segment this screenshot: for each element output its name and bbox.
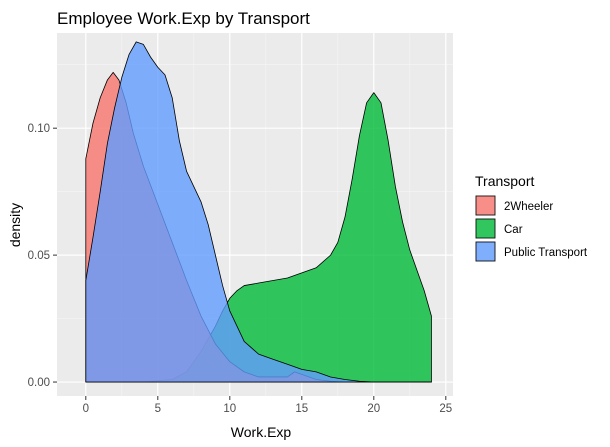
x-tick-label: 0 [83, 403, 89, 415]
chart-title: Employee Work.Exp by Transport [57, 9, 310, 28]
y-tick-label: 0.05 [28, 250, 50, 262]
legend-label-car: Car [504, 224, 523, 236]
legend-label-public-transport: Public Transport [504, 247, 588, 259]
x-tick-label: 15 [295, 403, 308, 415]
y-axis: 0.00 0.05 0.10 [28, 123, 57, 389]
y-axis-title: density [7, 203, 23, 247]
legend: Transport 2Wheeler Car Public Transport [475, 173, 588, 262]
density-areas [85, 41, 432, 383]
density-area-public-transport [85, 41, 432, 383]
y-tick-label: 0.00 [28, 377, 50, 389]
legend-title: Transport [475, 173, 535, 189]
x-axis-title: Work.Exp [231, 424, 292, 440]
x-tick-label: 10 [223, 403, 236, 415]
legend-key-car [475, 218, 496, 239]
legend-label-2wheeler: 2Wheeler [504, 201, 553, 213]
x-tick-label: 25 [439, 403, 452, 415]
x-tick-label: 5 [155, 403, 161, 415]
x-tick-label: 20 [367, 403, 380, 415]
y-tick-label: 0.10 [28, 123, 50, 135]
legend-key-public-transport [475, 241, 496, 262]
legend-key-2wheeler [475, 195, 496, 216]
x-axis: 0 5 10 15 20 25 [83, 396, 452, 415]
